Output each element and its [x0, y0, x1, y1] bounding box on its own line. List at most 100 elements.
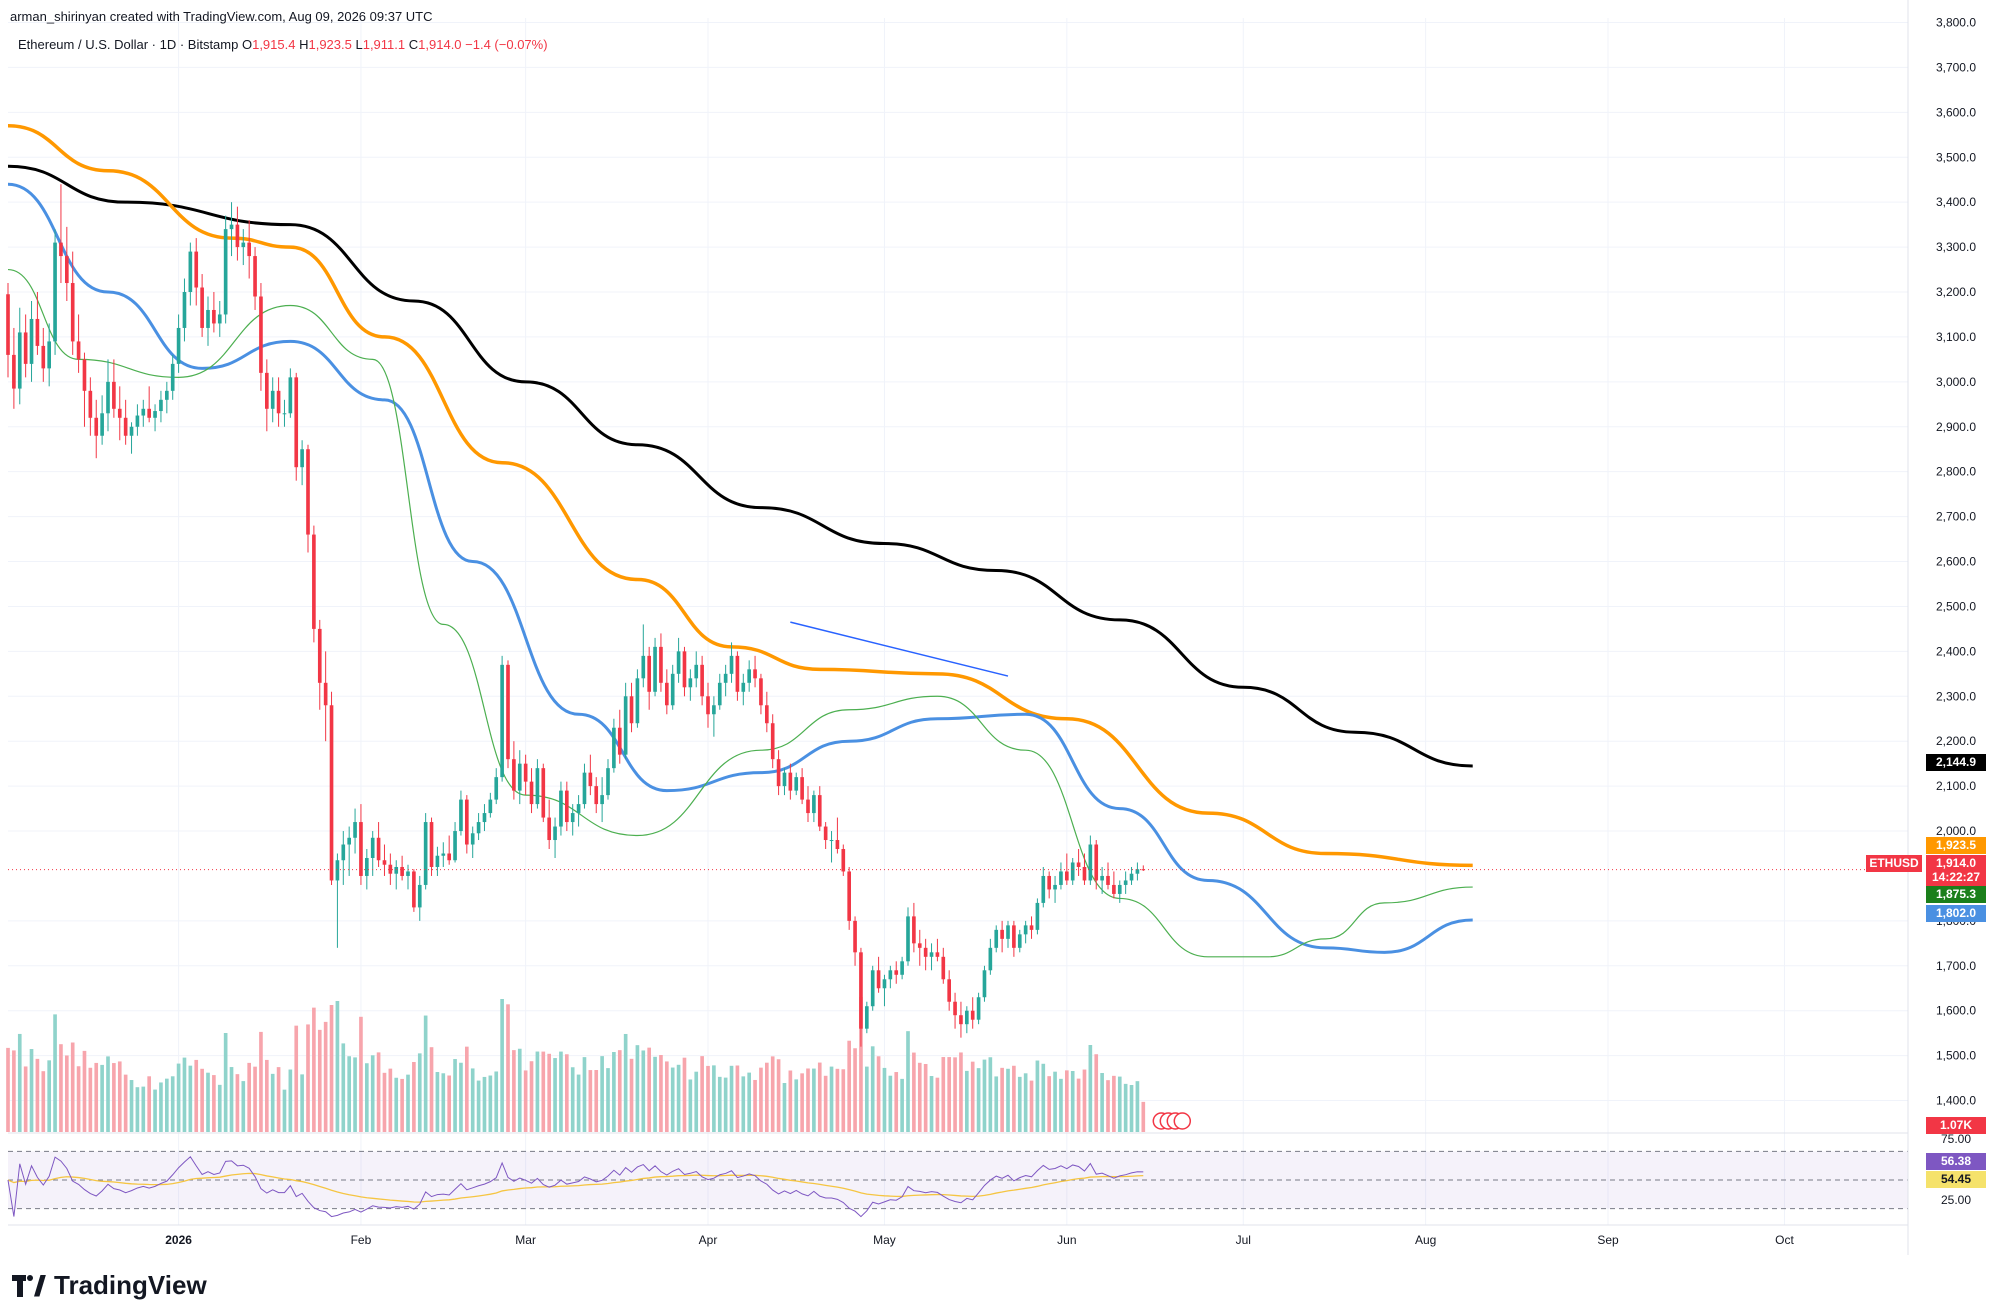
- volume-bar: [182, 1057, 187, 1132]
- volume-bar: [365, 1063, 369, 1132]
- candle-body: [870, 970, 875, 1007]
- candle-body: [41, 345, 46, 369]
- candle-body: [441, 853, 446, 856]
- volume-bar: [153, 1089, 157, 1132]
- candle-body: [47, 341, 51, 369]
- candle-body: [1088, 844, 1093, 881]
- volume-bar: [1106, 1080, 1110, 1132]
- candle-body: [882, 979, 887, 989]
- x-tick-label: Jun: [1057, 1233, 1076, 1247]
- candle-body: [312, 534, 316, 629]
- volume-bar: [853, 1048, 857, 1132]
- volume-bar: [59, 1044, 63, 1132]
- candle-body: [570, 813, 575, 823]
- volume-bar: [1112, 1075, 1116, 1132]
- candle-body: [470, 833, 475, 845]
- candle-body: [1123, 880, 1128, 885]
- candle-body: [76, 341, 81, 360]
- candle-body: [259, 296, 263, 373]
- volume-bar: [1065, 1070, 1069, 1132]
- candle-body: [765, 705, 769, 724]
- volume-bar: [335, 1001, 340, 1132]
- volume-bar: [506, 1004, 510, 1132]
- volume-bar: [635, 1045, 640, 1132]
- x-tick-label: Mar: [515, 1233, 536, 1247]
- candle-body: [394, 866, 399, 874]
- volume-bar: [1017, 1076, 1022, 1132]
- volume-bar: [317, 1029, 322, 1132]
- x-tick-label: 2026: [165, 1233, 192, 1247]
- candle-body: [94, 417, 99, 436]
- volume-bar: [1141, 1101, 1146, 1132]
- candle-body: [853, 920, 857, 953]
- volume-bar: [859, 997, 863, 1132]
- candle-body: [500, 664, 504, 778]
- tradingview-logo[interactable]: TradingView: [12, 1270, 207, 1301]
- volume-bar: [876, 1056, 881, 1132]
- volume-bar: [847, 1040, 851, 1132]
- candle-body: [741, 682, 746, 692]
- candle-body: [370, 837, 375, 858]
- candle-body: [288, 377, 293, 414]
- candle-body: [12, 354, 16, 389]
- volume-bar: [312, 1007, 316, 1132]
- volume-bar: [41, 1071, 46, 1132]
- candle-body: [682, 651, 687, 688]
- candle-body: [865, 1006, 869, 1029]
- event-marker-icon: [1173, 1112, 1192, 1130]
- volume-bar: [700, 1056, 704, 1132]
- volume-bar: [923, 1063, 928, 1132]
- candle-body: [553, 826, 557, 841]
- candle-body: [247, 242, 251, 257]
- volume-bar: [1082, 1069, 1087, 1132]
- candle-body: [812, 795, 816, 814]
- volume-bar: [88, 1067, 93, 1132]
- volume-bar: [412, 1061, 416, 1132]
- volume-bars: [6, 997, 1146, 1132]
- candle-body: [1006, 925, 1010, 939]
- volume-bar: [512, 1050, 516, 1132]
- volume-bar: [706, 1065, 710, 1132]
- volume-bar: [70, 1042, 75, 1132]
- volume-bar: [665, 1061, 669, 1132]
- volume-bar: [717, 1076, 722, 1132]
- y-tick-label: 1,600.0: [1936, 1004, 1976, 1018]
- candle-body: [735, 655, 740, 692]
- y-tick-label: 3,500.0: [1936, 150, 1976, 164]
- volume-bar: [35, 1058, 40, 1132]
- candle-body: [229, 224, 234, 230]
- candle-body: [506, 664, 510, 760]
- y-tick-label: 3,800.0: [1936, 15, 1976, 29]
- high-value: 1,923.5: [308, 37, 352, 52]
- candle-body: [488, 799, 493, 814]
- volume-bar: [159, 1082, 163, 1132]
- candle-body: [594, 786, 599, 805]
- sma50-line: [7, 182, 1473, 954]
- volume-bar: [170, 1076, 175, 1132]
- volume-bar: [400, 1078, 404, 1132]
- volume-bar: [1053, 1071, 1057, 1132]
- candle-body: [753, 669, 757, 679]
- candle-body: [706, 696, 710, 715]
- volume-bar: [447, 1075, 451, 1132]
- candle-body: [935, 952, 940, 957]
- volume-bar: [282, 1089, 287, 1132]
- y-tick-label: 2,700.0: [1936, 510, 1976, 524]
- candle-body: [841, 849, 846, 872]
- candle-body: [565, 790, 569, 823]
- candle-body: [894, 970, 899, 975]
- candle-body: [1023, 925, 1028, 935]
- candle-body: [347, 837, 351, 845]
- y-tick-label: 2,000.0: [1936, 824, 1976, 838]
- volume-bar: [976, 1068, 981, 1132]
- volume-bar: [959, 1052, 963, 1132]
- candle-body: [382, 860, 387, 865]
- candle-body: [406, 871, 410, 876]
- volume-bar: [65, 1055, 69, 1132]
- candle-body: [1112, 884, 1116, 894]
- volume-bar: [229, 1067, 234, 1132]
- volume-bar: [776, 1059, 781, 1132]
- candle-body: [900, 961, 904, 975]
- candle-body: [659, 646, 663, 683]
